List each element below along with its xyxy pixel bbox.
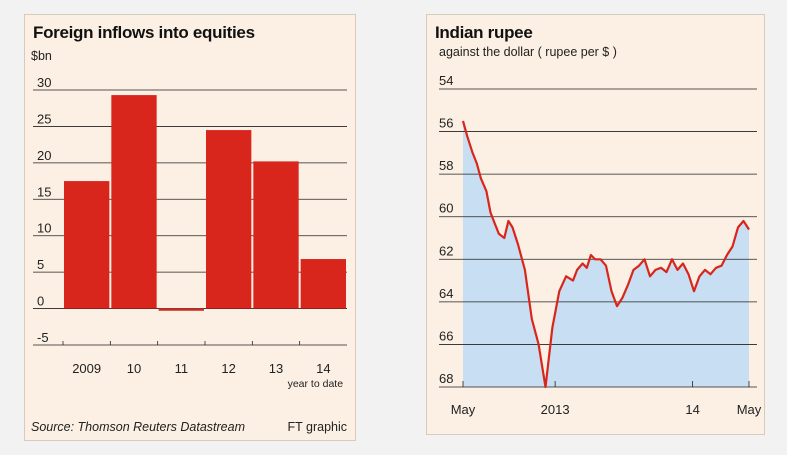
bar-chart: 30 25 20 15 10 5 0 -5 2009 10 11 12 13 14 year to date	[33, 75, 347, 390]
area-fill	[463, 120, 749, 388]
chart-panel-equity-inflows: Foreign inflows into equities $bn 30 25 20…	[24, 14, 356, 441]
bar	[253, 161, 299, 309]
y-axis-unit: $bn	[31, 49, 52, 63]
bar	[300, 259, 346, 309]
chart-subtitle: against the dollar ( rupee per $ )	[439, 45, 617, 59]
x-tick-label: 10	[127, 361, 141, 376]
x-tick-label: 11	[175, 361, 189, 376]
x-tick-label: May	[737, 402, 762, 417]
x-tick-label: 14	[316, 361, 330, 376]
y-tick-label: 68	[439, 371, 453, 386]
bar	[158, 308, 204, 311]
y-tick-label: 30	[37, 75, 51, 90]
y-tick-label: 25	[37, 111, 51, 126]
chart-title: Indian rupee	[435, 23, 533, 42]
x-tick-label: 14	[685, 402, 699, 417]
y-tick-label: -5	[37, 330, 49, 345]
chart-title: Foreign inflows into equities	[33, 23, 255, 42]
bar	[206, 130, 252, 309]
y-tick-label: 20	[37, 148, 51, 163]
y-tick-label: 64	[439, 286, 453, 301]
credit-note: FT graphic	[287, 420, 347, 434]
x-tick-note: year to date	[288, 378, 344, 390]
area-chart: 54 56 58 60 62 64 66 68 May 2013 14 May	[439, 73, 762, 417]
x-tick-label: 12	[221, 361, 235, 376]
x-tick-label: 2013	[541, 402, 570, 417]
y-tick-label: 15	[37, 184, 51, 199]
bar	[64, 181, 110, 309]
x-tick-label: 13	[269, 361, 283, 376]
y-tick-label: 60	[439, 201, 453, 216]
y-tick-label: 56	[439, 116, 453, 131]
y-tick-label: 0	[37, 294, 44, 309]
series-line	[461, 120, 750, 389]
source-note: Source: Thomson Reuters Datastream	[31, 420, 245, 434]
x-tick-label: 2009	[72, 361, 101, 376]
y-tick-label: 10	[37, 221, 51, 236]
y-tick-label: 62	[439, 243, 453, 258]
chart-panel-rupee: Indian rupee against the dollar ( rupee …	[426, 14, 765, 435]
bar	[111, 95, 157, 309]
y-tick-label: 5	[37, 257, 44, 272]
y-tick-label: 54	[439, 73, 453, 88]
y-tick-label: 66	[439, 328, 453, 343]
x-tick-label: May	[451, 402, 476, 417]
y-tick-label: 58	[439, 158, 453, 173]
